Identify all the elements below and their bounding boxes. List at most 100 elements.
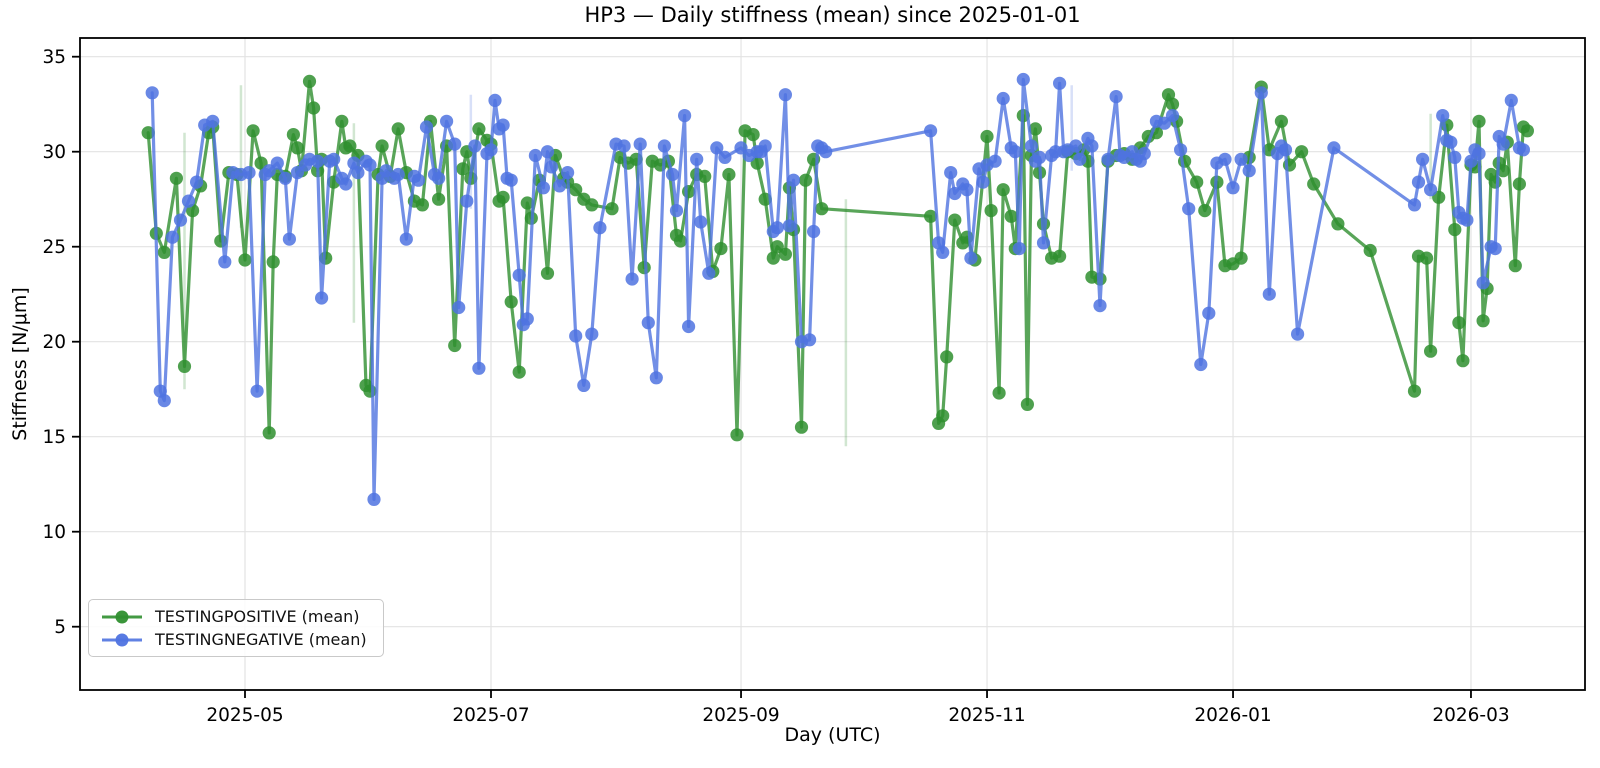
data-point-positive xyxy=(1020,397,1034,411)
data-point-positive xyxy=(266,255,280,269)
data-point-positive xyxy=(1448,223,1462,237)
data-point-negative xyxy=(649,371,663,385)
data-point-negative xyxy=(1476,276,1490,290)
data-point-positive xyxy=(472,122,486,136)
data-point-negative xyxy=(1069,139,1083,153)
data-point-negative xyxy=(964,251,978,265)
data-point-negative xyxy=(1202,306,1216,320)
data-point-positive xyxy=(1053,249,1067,263)
data-point-negative xyxy=(669,204,684,218)
data-point-positive xyxy=(363,384,377,398)
data-point-negative xyxy=(1093,299,1107,313)
data-point-negative xyxy=(363,158,377,172)
data-point-negative xyxy=(278,171,292,185)
data-point-positive xyxy=(722,167,736,182)
data-point-negative xyxy=(367,492,381,506)
data-point-negative xyxy=(432,171,446,185)
data-point-positive xyxy=(1520,124,1534,138)
data-point-negative xyxy=(948,186,962,201)
data-point-negative xyxy=(1085,139,1099,153)
data-point-positive xyxy=(815,202,829,216)
data-point-negative xyxy=(657,139,672,153)
data-point-positive xyxy=(980,129,994,144)
x-tick-label: 2026-03 xyxy=(1432,705,1509,726)
data-point-negative xyxy=(1416,152,1430,166)
data-point-negative xyxy=(617,139,631,153)
data-point-positive xyxy=(302,74,317,88)
data-point-negative xyxy=(569,329,583,343)
plot-border xyxy=(79,37,1586,691)
data-point-negative xyxy=(242,166,256,180)
data-point-negative xyxy=(468,139,482,153)
data-point-positive xyxy=(766,251,780,265)
data-point-negative xyxy=(391,167,405,182)
legend: TESTINGPOSITIVE (mean) TESTINGNEGATIVE (… xyxy=(88,599,384,657)
data-point-positive xyxy=(936,409,950,423)
data-point-positive xyxy=(540,266,555,280)
data-point-negative xyxy=(770,221,784,235)
data-point-negative xyxy=(678,109,692,123)
data-point-positive xyxy=(1295,145,1309,159)
data-point-positive xyxy=(307,101,321,115)
data-point-negative xyxy=(173,213,188,227)
data-point-positive xyxy=(448,338,462,353)
y-tick-label: 15 xyxy=(42,427,66,448)
data-point-positive xyxy=(391,122,405,136)
data-point-positive xyxy=(698,169,712,183)
data-point-positive xyxy=(432,192,446,206)
data-point-negative xyxy=(440,114,454,128)
data-point-positive xyxy=(1331,217,1345,231)
data-point-positive xyxy=(673,234,688,248)
data-point-negative xyxy=(419,120,434,134)
data-point-negative xyxy=(782,219,797,233)
data-point-positive xyxy=(335,114,349,128)
data-point-positive xyxy=(343,139,357,153)
data-point-positive xyxy=(924,209,938,223)
data-point-positive xyxy=(512,365,526,379)
data-point-positive xyxy=(415,198,429,212)
data-point-negative xyxy=(807,224,821,239)
data-point-negative xyxy=(1262,287,1276,301)
data-point-negative xyxy=(472,361,486,375)
data-point-positive xyxy=(246,124,260,138)
data-point-negative xyxy=(157,394,171,408)
data-point-positive xyxy=(778,247,793,261)
legend-label-testingpositive: TESTINGPOSITIVE (mean) xyxy=(155,607,360,626)
data-point-positive xyxy=(238,253,252,267)
data-point-negative xyxy=(250,384,264,398)
data-point-negative xyxy=(528,148,543,163)
data-point-negative xyxy=(1218,152,1232,166)
data-point-positive xyxy=(992,386,1006,400)
data-point-negative xyxy=(1016,72,1030,87)
data-point-negative xyxy=(1053,76,1067,90)
data-point-positive xyxy=(996,183,1010,197)
x-tick-label: 2025-05 xyxy=(206,705,283,726)
legend-item-testingnegative: TESTINGNEGATIVE (mean) xyxy=(99,630,367,649)
data-point-negative xyxy=(819,145,833,159)
data-point-negative xyxy=(1174,143,1188,157)
data-point-negative xyxy=(1036,236,1051,250)
data-point-negative xyxy=(976,175,990,189)
data-point-positive xyxy=(984,204,998,218)
data-point-negative xyxy=(165,230,179,244)
data-point-positive xyxy=(141,126,155,140)
data-point-negative xyxy=(484,143,498,157)
data-point-negative xyxy=(1101,152,1115,166)
data-point-negative xyxy=(1234,152,1248,166)
data-point-negative xyxy=(145,86,159,100)
data-point-positive xyxy=(1165,97,1180,111)
data-point-positive xyxy=(1508,259,1522,273)
data-point-negative xyxy=(633,137,647,151)
legend-swatch-green xyxy=(102,610,142,623)
data-point-negative xyxy=(682,319,696,334)
data-point-positive xyxy=(605,202,619,216)
legend-item-testingpositive: TESTINGPOSITIVE (mean) xyxy=(99,607,367,626)
data-point-positive xyxy=(1452,316,1466,330)
data-point-negative xyxy=(553,179,567,193)
data-point-negative xyxy=(996,91,1010,106)
data-point-negative xyxy=(327,152,341,166)
data-point-negative xyxy=(1516,143,1530,157)
data-point-negative xyxy=(1496,137,1510,151)
data-point-negative xyxy=(936,245,950,259)
data-point-positive xyxy=(940,350,954,364)
